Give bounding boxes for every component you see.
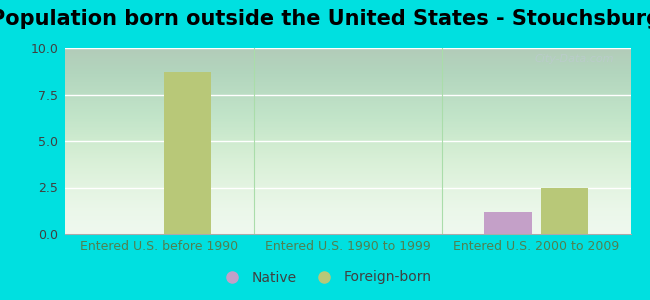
Bar: [164, 72, 211, 234]
Text: City-Data.com: City-Data.com: [534, 54, 614, 64]
Bar: [484, 212, 532, 234]
Legend: Native, Foreign-born: Native, Foreign-born: [213, 265, 437, 290]
Text: Population born outside the United States - Stouchsburg: Population born outside the United State…: [0, 9, 650, 29]
Bar: [541, 188, 588, 234]
